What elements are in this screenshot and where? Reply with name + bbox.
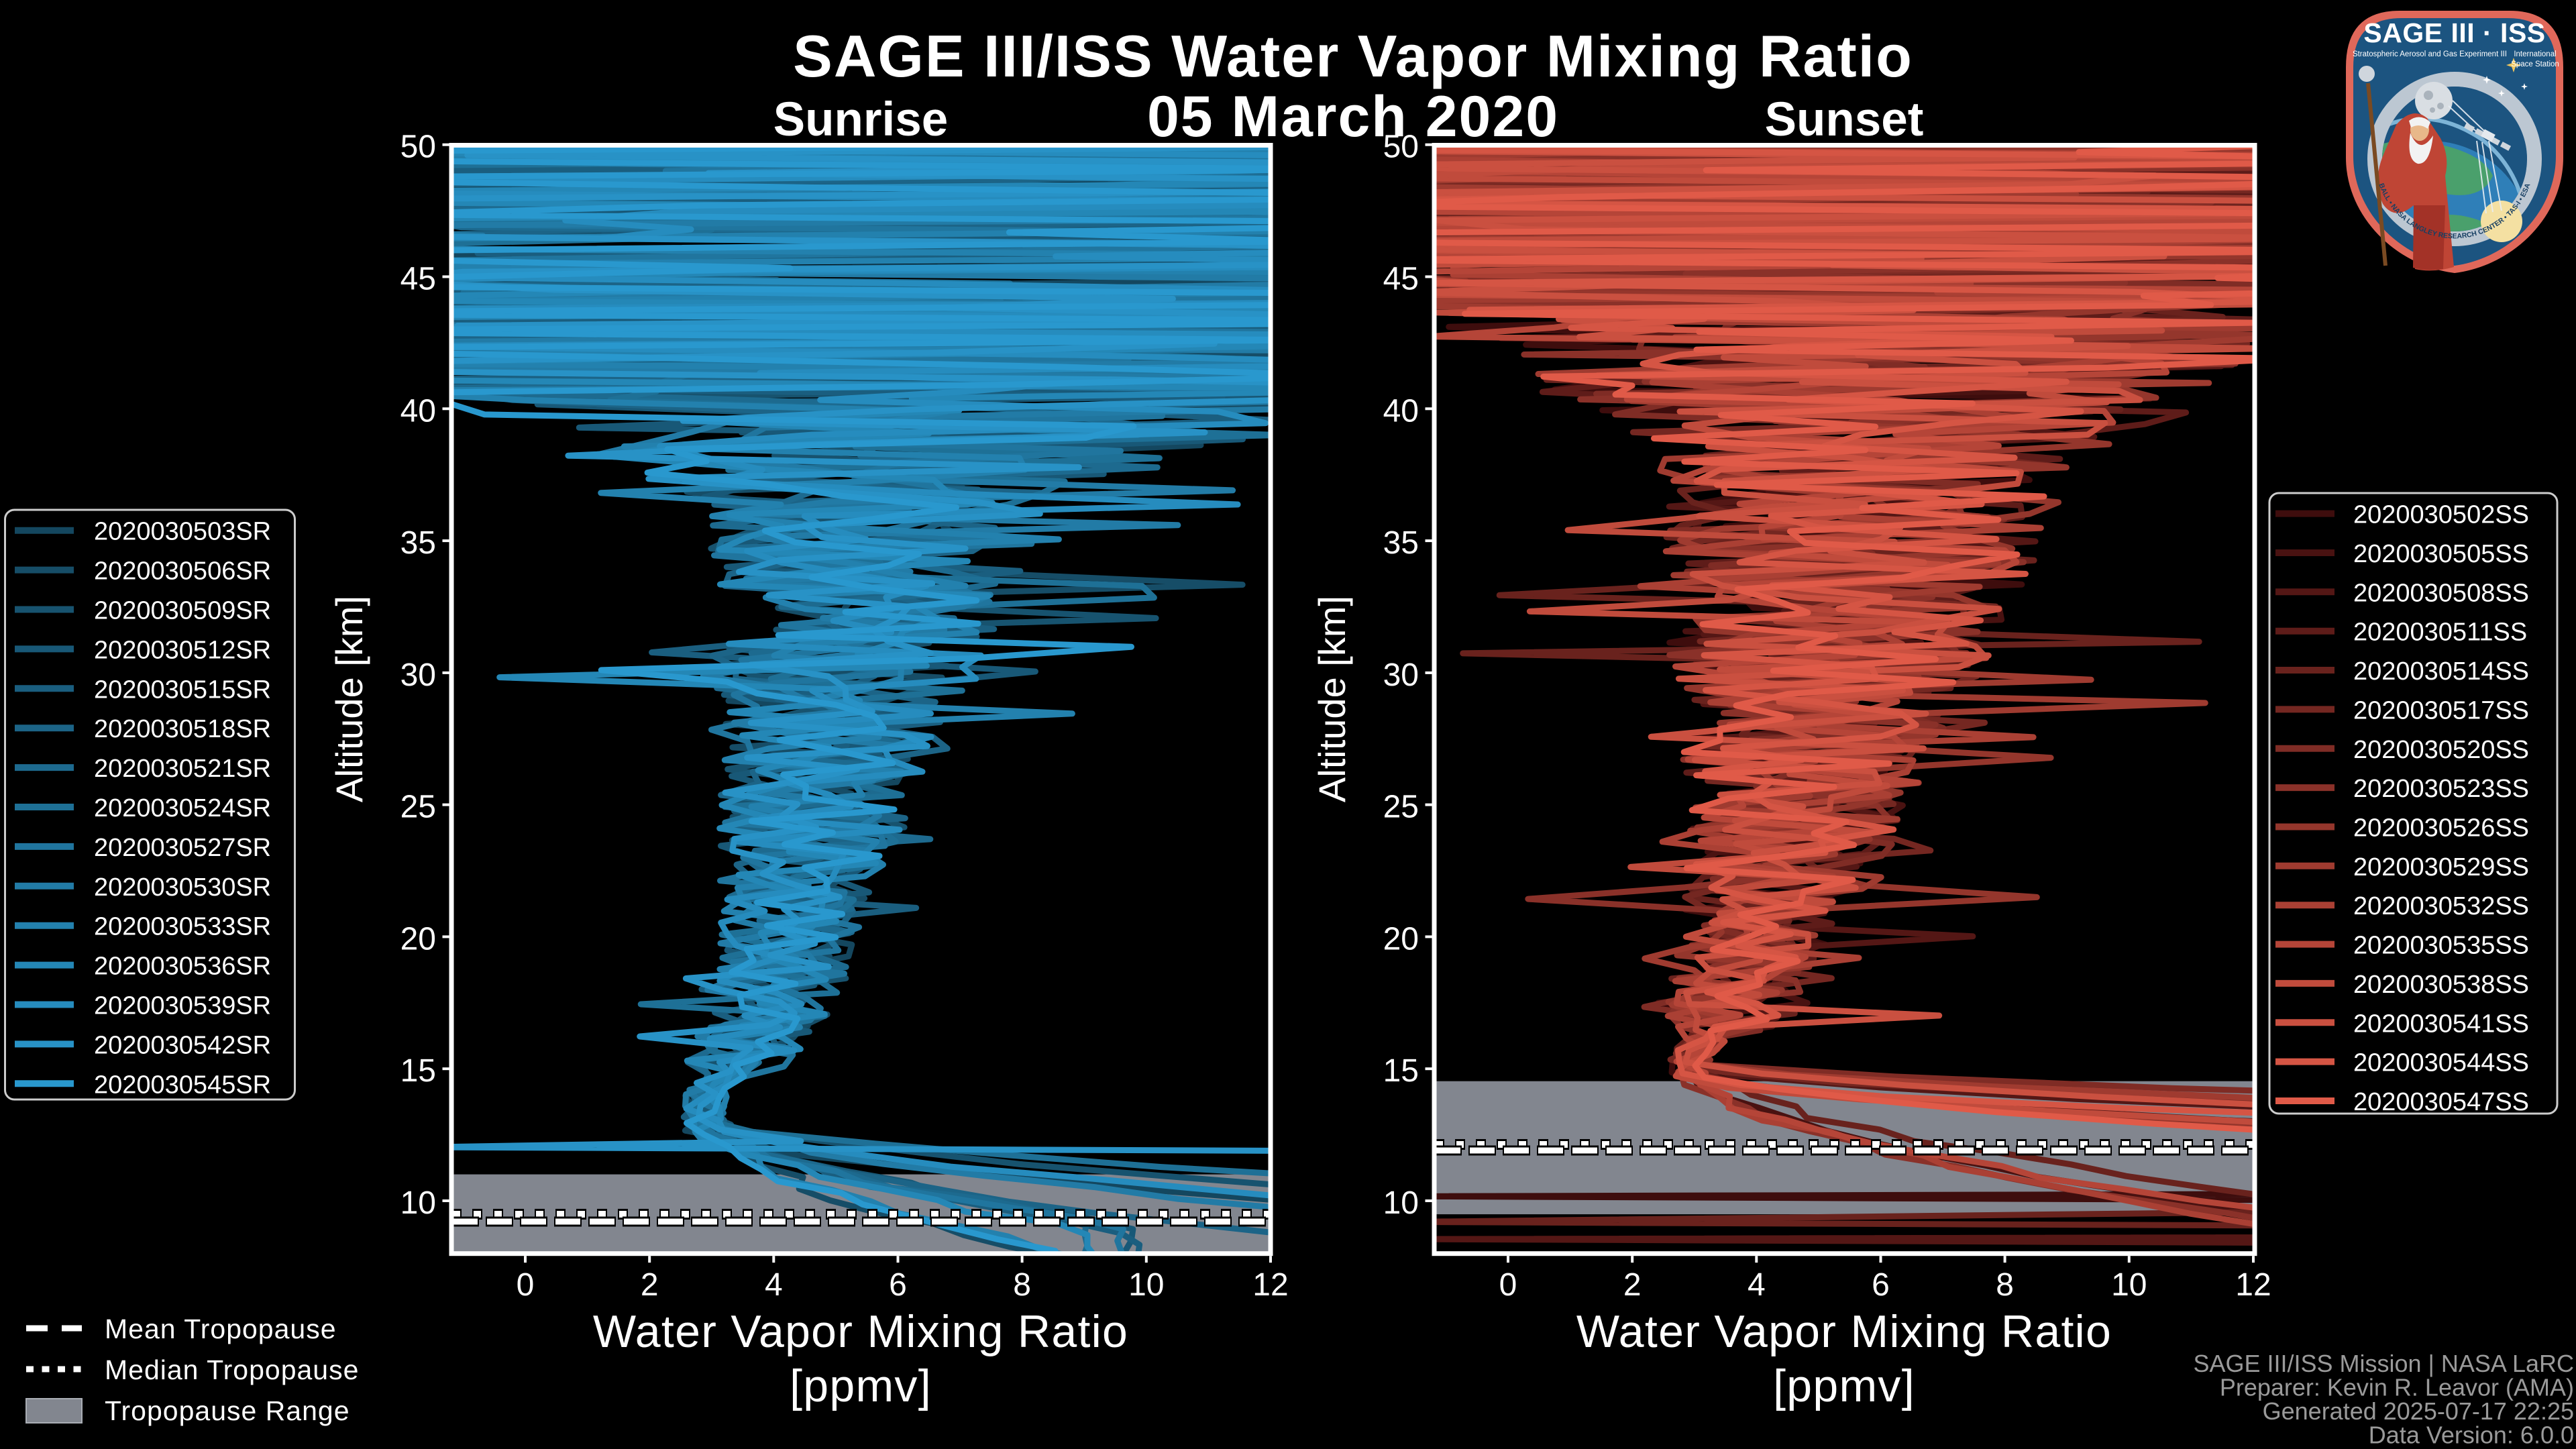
svg-text:2020030533SR: 2020030533SR bbox=[94, 913, 271, 941]
svg-text:2020030532SS: 2020030532SS bbox=[2353, 892, 2529, 920]
svg-text:0: 0 bbox=[517, 1267, 535, 1303]
svg-text:2020030544SS: 2020030544SS bbox=[2353, 1049, 2529, 1077]
svg-text:40: 40 bbox=[400, 393, 436, 429]
svg-text:50: 50 bbox=[1383, 129, 1419, 165]
svg-text:2020030535SS: 2020030535SS bbox=[2353, 932, 2529, 960]
svg-text:6: 6 bbox=[889, 1267, 907, 1303]
svg-text:Data Version: 6.0.0: Data Version: 6.0.0 bbox=[2369, 1421, 2574, 1449]
svg-text:2020030538SS: 2020030538SS bbox=[2353, 971, 2529, 999]
svg-text:2020030524SR: 2020030524SR bbox=[94, 794, 271, 822]
svg-text:2020030517SS: 2020030517SS bbox=[2353, 696, 2529, 724]
svg-text:SAGE III · ISS: SAGE III · ISS bbox=[2363, 17, 2545, 48]
svg-text:30: 30 bbox=[1383, 657, 1419, 693]
svg-text:2020030505SS: 2020030505SS bbox=[2353, 540, 2529, 568]
svg-text:2020030512SR: 2020030512SR bbox=[94, 636, 271, 664]
svg-text:SAGE III/ISS Mission | NASA La: SAGE III/ISS Mission | NASA LaRC bbox=[2193, 1350, 2574, 1377]
svg-text:0: 0 bbox=[1499, 1267, 1517, 1303]
svg-text:Stratospheric Aerosol and Gas: Stratospheric Aerosol and Gas Experiment… bbox=[2353, 50, 2507, 58]
svg-text:Water Vapor Mixing Ratio: Water Vapor Mixing Ratio bbox=[593, 1306, 1128, 1357]
svg-text:6: 6 bbox=[1872, 1267, 1890, 1303]
svg-text:50: 50 bbox=[400, 129, 436, 165]
svg-text:2020030511SS: 2020030511SS bbox=[2353, 619, 2527, 647]
svg-text:Water Vapor Mixing Ratio: Water Vapor Mixing Ratio bbox=[1576, 1306, 2112, 1357]
svg-text:30: 30 bbox=[400, 657, 436, 693]
svg-text:10: 10 bbox=[400, 1185, 436, 1221]
svg-text:Preparer: Kevin R. Leavor (AMA: Preparer: Kevin R. Leavor (AMA) bbox=[2220, 1374, 2574, 1401]
svg-text:2020030530SR: 2020030530SR bbox=[94, 873, 271, 902]
svg-text:8: 8 bbox=[1996, 1267, 2014, 1303]
svg-text:45: 45 bbox=[400, 262, 436, 297]
svg-text:Altitude [km]: Altitude [km] bbox=[328, 596, 370, 802]
svg-text:2020030523SS: 2020030523SS bbox=[2353, 775, 2529, 803]
svg-text:05 March 2020: 05 March 2020 bbox=[1147, 85, 1559, 149]
svg-text:Median Tropopause: Median Tropopause bbox=[105, 1354, 359, 1385]
svg-text:2020030509SR: 2020030509SR bbox=[94, 597, 271, 625]
svg-text:4: 4 bbox=[1748, 1267, 1766, 1303]
svg-text:2020030545SR: 2020030545SR bbox=[94, 1071, 271, 1099]
svg-text:2020030515SR: 2020030515SR bbox=[94, 676, 271, 704]
svg-text:15: 15 bbox=[1383, 1053, 1419, 1089]
svg-text:2020030542SR: 2020030542SR bbox=[94, 1031, 271, 1059]
svg-text:10: 10 bbox=[1128, 1267, 1164, 1303]
svg-text:2020030506SR: 2020030506SR bbox=[94, 557, 271, 586]
svg-text:15: 15 bbox=[400, 1053, 436, 1089]
svg-text:2020030536SR: 2020030536SR bbox=[94, 953, 271, 981]
svg-text:2020030502SS: 2020030502SS bbox=[2353, 501, 2529, 529]
svg-text:2020030503SR: 2020030503SR bbox=[94, 518, 271, 546]
svg-text:2020030520SS: 2020030520SS bbox=[2353, 736, 2529, 764]
svg-text:20: 20 bbox=[400, 921, 436, 957]
svg-text:Tropopause Range: Tropopause Range bbox=[105, 1395, 350, 1426]
svg-text:[ppmv]: [ppmv] bbox=[790, 1360, 932, 1411]
svg-text:2020030526SS: 2020030526SS bbox=[2353, 814, 2529, 843]
svg-text:Space Station: Space Station bbox=[2511, 60, 2559, 68]
svg-text:25: 25 bbox=[400, 790, 436, 825]
svg-text:2020030514SS: 2020030514SS bbox=[2353, 657, 2529, 686]
svg-text:Altitude [km]: Altitude [km] bbox=[1311, 596, 1353, 802]
svg-text:2020030527SR: 2020030527SR bbox=[94, 834, 271, 862]
svg-text:12: 12 bbox=[1252, 1267, 1288, 1303]
svg-text:2020030508SS: 2020030508SS bbox=[2353, 579, 2529, 607]
svg-text:SAGE III/ISS Water Vapor Mixin: SAGE III/ISS Water Vapor Mixing Ratio bbox=[793, 23, 1913, 89]
svg-text:2020030518SR: 2020030518SR bbox=[94, 715, 271, 743]
svg-text:2: 2 bbox=[1623, 1267, 1642, 1303]
svg-text:Generated 2025-07-17 22:25: Generated 2025-07-17 22:25 bbox=[2263, 1397, 2574, 1425]
svg-text:35: 35 bbox=[400, 525, 436, 561]
svg-text:2020030541SS: 2020030541SS bbox=[2353, 1010, 2529, 1038]
svg-text:Mean Tropopause: Mean Tropopause bbox=[105, 1313, 337, 1344]
svg-text:International: International bbox=[2514, 50, 2556, 58]
svg-text:Sunset: Sunset bbox=[1765, 93, 1924, 146]
svg-text:[ppmv]: [ppmv] bbox=[1773, 1360, 1915, 1411]
svg-text:10: 10 bbox=[1383, 1185, 1419, 1221]
svg-text:35: 35 bbox=[1383, 525, 1419, 561]
svg-text:2020030539SR: 2020030539SR bbox=[94, 992, 271, 1020]
svg-text:2020030521SR: 2020030521SR bbox=[94, 755, 271, 783]
svg-text:2: 2 bbox=[641, 1267, 659, 1303]
svg-text:45: 45 bbox=[1383, 262, 1419, 297]
svg-text:25: 25 bbox=[1383, 790, 1419, 825]
svg-text:Sunrise: Sunrise bbox=[773, 93, 948, 146]
svg-text:2020030547SS: 2020030547SS bbox=[2353, 1088, 2529, 1116]
svg-text:20: 20 bbox=[1383, 921, 1419, 957]
svg-text:2020030529SS: 2020030529SS bbox=[2353, 853, 2529, 881]
svg-text:12: 12 bbox=[2235, 1267, 2271, 1303]
svg-text:40: 40 bbox=[1383, 393, 1419, 429]
svg-text:8: 8 bbox=[1013, 1267, 1031, 1303]
svg-text:10: 10 bbox=[2111, 1267, 2147, 1303]
svg-text:4: 4 bbox=[765, 1267, 783, 1303]
